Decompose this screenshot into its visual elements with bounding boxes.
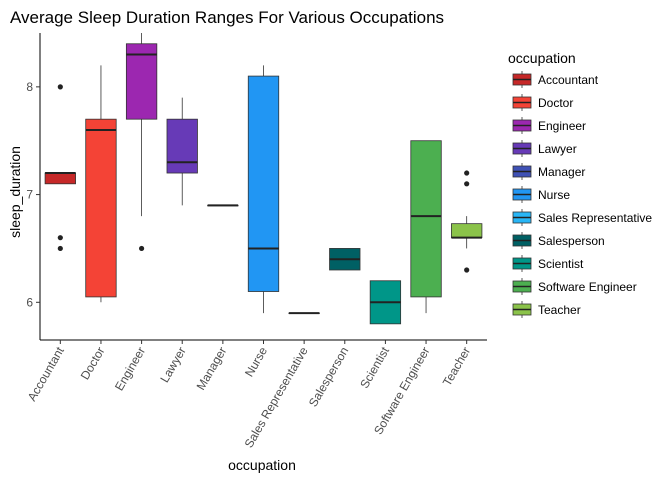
legend-item-accountant: Accountant <box>512 71 599 88</box>
y-tick-label: 7 <box>26 188 33 202</box>
y-tick-label: 6 <box>26 295 33 309</box>
legend: occupation Accountant Doctor Engineer Lawye… <box>508 50 652 318</box>
legend-label: Nurse <box>538 188 570 202</box>
box-accountant <box>44 84 76 252</box>
y-tick-label: 8 <box>26 80 33 94</box>
legend-item-sales-representative: Sales Representative <box>512 209 652 226</box>
legend-item-manager: Manager <box>512 163 585 180</box>
outlier-point <box>138 245 145 252</box>
box-manager <box>207 204 239 207</box>
x-tick-label: Nurse <box>242 344 270 379</box>
box-body <box>166 118 198 174</box>
legend-item-software-engineer: Software Engineer <box>512 278 637 295</box>
outlier-point <box>464 181 470 187</box>
outlier-point <box>57 84 63 90</box>
y-axis-title: sleep_duration <box>7 146 23 238</box>
x-tick-label: Teacher <box>440 345 473 389</box>
legend-item-salesperson: Salesperson <box>512 232 605 249</box>
box-lawyer <box>166 97 198 206</box>
legend-label: Salesperson <box>538 234 605 248</box>
box-body <box>44 172 76 185</box>
x-tick-label: Salesperson <box>306 345 351 410</box>
legend-label: Lawyer <box>538 142 577 156</box>
legend-label: Sales Representative <box>538 211 652 225</box>
x-tick-label: Doctor <box>78 344 108 382</box>
box-scientist <box>369 280 402 325</box>
legend-item-nurse: Nurse <box>512 186 570 203</box>
legend-item-doctor: Doctor <box>512 94 573 111</box>
x-tick-label: Lawyer <box>157 345 188 386</box>
box-salesperson <box>329 248 361 271</box>
box-nurse <box>247 65 280 314</box>
box-sales-representative <box>288 312 320 315</box>
legend-label: Software Engineer <box>538 280 637 294</box>
x-tick-label: Scientist <box>357 344 392 391</box>
box-software-engineer <box>410 140 442 314</box>
outlier-point <box>57 245 63 252</box>
legend-label: Manager <box>538 165 585 179</box>
legend-items: Accountant Doctor Engineer Lawyer Manager Nur… <box>512 71 652 318</box>
chart-title: Average Sleep Duration Ranges For Variou… <box>10 8 444 27</box>
legend-item-scientist: Scientist <box>512 255 584 272</box>
x-tick-label: Manager <box>194 345 230 393</box>
legend-label: Scientist <box>538 257 584 271</box>
outlier-point <box>57 235 63 241</box>
legend-title: occupation <box>508 50 576 66</box>
legend-item-lawyer: Lawyer <box>512 140 577 157</box>
box-body <box>125 43 158 120</box>
box-body <box>451 223 483 239</box>
legend-label: Teacher <box>538 303 581 317</box>
x-tick-label: Engineer <box>112 345 148 394</box>
plot-area: 6 7 8 Accountant Doctor Engineer Lawyer Manager… <box>25 33 487 450</box>
x-axis-title: occupation <box>228 457 296 473</box>
legend-item-teacher: Teacher <box>512 301 581 318</box>
box-body <box>85 118 117 298</box>
legend-item-engineer: Engineer <box>512 117 586 134</box>
box-doctor <box>85 65 117 303</box>
box-body <box>247 75 280 292</box>
legend-label: Accountant <box>538 73 599 87</box>
legend-label: Doctor <box>538 96 573 110</box>
box-body <box>410 140 442 298</box>
box-teacher <box>451 170 483 273</box>
x-tick-label: Accountant <box>25 344 67 404</box>
legend-label: Engineer <box>538 119 586 133</box>
box-engineer <box>125 33 158 252</box>
outlier-point <box>464 267 470 273</box>
outlier-point <box>464 170 470 176</box>
